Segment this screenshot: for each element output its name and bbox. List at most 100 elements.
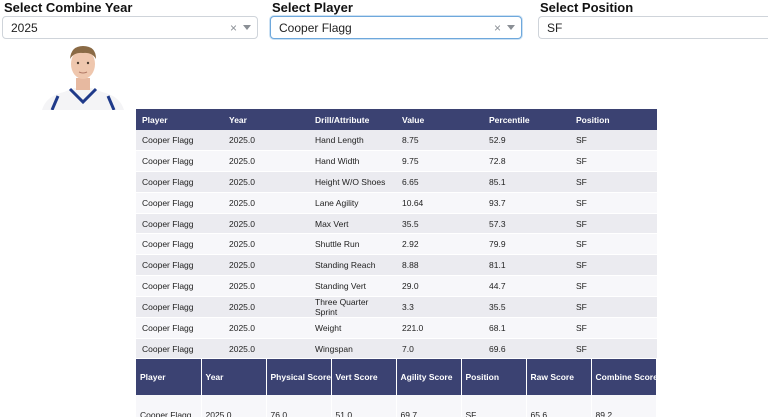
cell-value: 7.0: [396, 338, 483, 360]
position-label: Select Position: [540, 0, 634, 15]
player-select[interactable]: Cooper Flagg ×: [270, 16, 522, 39]
cell-drill: Max Vert: [309, 213, 396, 235]
player-photo: [40, 42, 126, 110]
cell-value: 29.0: [396, 275, 483, 297]
cell-year: 2025.0: [223, 254, 309, 277]
table-row: Cooper Flagg 2025.0 Height W/O Shoes 6.6…: [136, 171, 657, 193]
cell-drill: Standing Vert: [309, 275, 396, 297]
cell-drill: Standing Reach: [309, 254, 396, 277]
position-filter: Select Position SF: [538, 0, 768, 39]
cell-agility-score: 69.7: [396, 395, 462, 417]
combine-year-value: 2025: [11, 20, 38, 35]
col-header-agility-score[interactable]: Agility Score: [396, 359, 462, 395]
table-row: Cooper Flagg 2025.0 Shuttle Run 2.92 79.…: [136, 233, 657, 256]
cell-percentile: 93.7: [483, 192, 570, 214]
cell-percentile: 35.5: [483, 296, 570, 318]
table-row: Cooper Flagg 2025.0 Lane Agility 10.64 9…: [136, 192, 657, 214]
col-header-combine-score[interactable]: Combine Score: [591, 359, 657, 395]
player-filter: Select Player Cooper Flagg ×: [270, 0, 522, 39]
cell-position: SF: [570, 296, 657, 318]
cell-player: Cooper Flagg: [136, 150, 223, 173]
col-header-physical-score[interactable]: Physical Score: [266, 359, 332, 395]
cell-position: SF: [570, 171, 657, 193]
col-header-vert-score[interactable]: Vert Score: [331, 359, 397, 395]
combine-year-filter: Select Combine Year 2025 ×: [2, 0, 258, 39]
table-row: Cooper Flagg 2025.0 Standing Vert 29.0 4…: [136, 275, 657, 297]
cell-year: 2025.0: [223, 192, 309, 214]
cell-position: SF: [570, 317, 657, 339]
cell-drill: Three Quarter Sprint: [309, 296, 396, 318]
cell-value: 6.65: [396, 171, 483, 193]
cell-physical-score: 76.0: [266, 395, 332, 417]
cell-percentile: 44.7: [483, 275, 570, 297]
cell-percentile: 52.9: [483, 130, 570, 152]
col-header-percentile[interactable]: Percentile: [483, 109, 570, 130]
table-header-row: Player Year Drill/Attribute Value Percen…: [136, 109, 657, 130]
col-header-position[interactable]: Position: [570, 109, 657, 130]
cell-value: 8.75: [396, 130, 483, 152]
col-header-value[interactable]: Value: [396, 109, 483, 130]
cell-percentile: 57.3: [483, 213, 570, 235]
combine-year-select[interactable]: 2025 ×: [2, 16, 258, 39]
clear-icon[interactable]: ×: [229, 20, 237, 35]
cell-value: 8.88: [396, 254, 483, 277]
cell-percentile: 85.1: [483, 171, 570, 193]
cell-combine-score: 89.2: [591, 395, 657, 417]
cell-vert-score: 51.0: [331, 395, 397, 417]
cell-year: 2025.0: [201, 395, 267, 417]
col-header-drill[interactable]: Drill/Attribute: [309, 109, 396, 130]
cell-player: Cooper Flagg: [136, 130, 223, 152]
cell-player: Cooper Flagg: [136, 275, 223, 297]
cell-player: Cooper Flagg: [136, 254, 223, 277]
cell-player: Cooper Flagg: [136, 317, 223, 339]
cell-player: Cooper Flagg: [136, 171, 223, 193]
cell-player: Cooper Flagg: [136, 395, 202, 417]
cell-year: 2025.0: [223, 338, 309, 360]
col-header-year[interactable]: Year: [223, 109, 309, 130]
cell-year: 2025.0: [223, 150, 309, 173]
table-row: Cooper Flagg 2025.0 Wingspan 7.0 69.6 SF: [136, 338, 657, 360]
combine-score-table: Player Year Physical Score Vert Score Ag…: [136, 359, 657, 417]
table-row: Cooper Flagg 2025.0 Three Quarter Sprint…: [136, 296, 657, 318]
cell-percentile: 72.8: [483, 150, 570, 173]
col-header-position[interactable]: Position: [461, 359, 527, 395]
cell-drill: Wingspan: [309, 338, 396, 360]
cell-player: Cooper Flagg: [136, 338, 223, 360]
cell-drill: Shuttle Run: [309, 233, 396, 256]
table-row: Cooper Flagg 2025.0 Weight 221.0 68.1 SF: [136, 317, 657, 339]
cell-year: 2025.0: [223, 317, 309, 339]
cell-position: SF: [570, 130, 657, 152]
cell-position: SF: [570, 275, 657, 297]
cell-percentile: 69.6: [483, 338, 570, 360]
col-header-year[interactable]: Year: [201, 359, 267, 395]
position-select[interactable]: SF: [538, 16, 768, 39]
cell-drill: Hand Length: [309, 130, 396, 152]
cell-percentile: 68.1: [483, 317, 570, 339]
cell-year: 2025.0: [223, 130, 309, 152]
cell-year: 2025.0: [223, 233, 309, 256]
table-row: Cooper Flagg 2025.0 Standing Reach 8.88 …: [136, 254, 657, 277]
cell-percentile: 79.9: [483, 233, 570, 256]
combine-year-label: Select Combine Year: [4, 0, 133, 15]
col-header-player[interactable]: Player: [136, 359, 202, 395]
col-header-player[interactable]: Player: [136, 109, 223, 130]
clear-icon[interactable]: ×: [493, 20, 501, 35]
cell-year: 2025.0: [223, 213, 309, 235]
col-header-raw-score[interactable]: Raw Score: [526, 359, 592, 395]
cell-value: 221.0: [396, 317, 483, 339]
cell-value: 10.64: [396, 192, 483, 214]
cell-player: Cooper Flagg: [136, 213, 223, 235]
chevron-down-icon[interactable]: [507, 25, 515, 30]
table-header-row: Player Year Physical Score Vert Score Ag…: [136, 359, 657, 395]
cell-drill: Hand Width: [309, 150, 396, 173]
cell-player: Cooper Flagg: [136, 233, 223, 256]
cell-year: 2025.0: [223, 275, 309, 297]
cell-position: SF: [570, 150, 657, 173]
cell-percentile: 81.1: [483, 254, 570, 277]
cell-position: SF: [570, 192, 657, 214]
cell-drill: Lane Agility: [309, 192, 396, 214]
cell-position: SF: [461, 395, 527, 417]
chevron-down-icon[interactable]: [243, 25, 251, 30]
player-label: Select Player: [272, 0, 353, 15]
cell-value: 9.75: [396, 150, 483, 173]
